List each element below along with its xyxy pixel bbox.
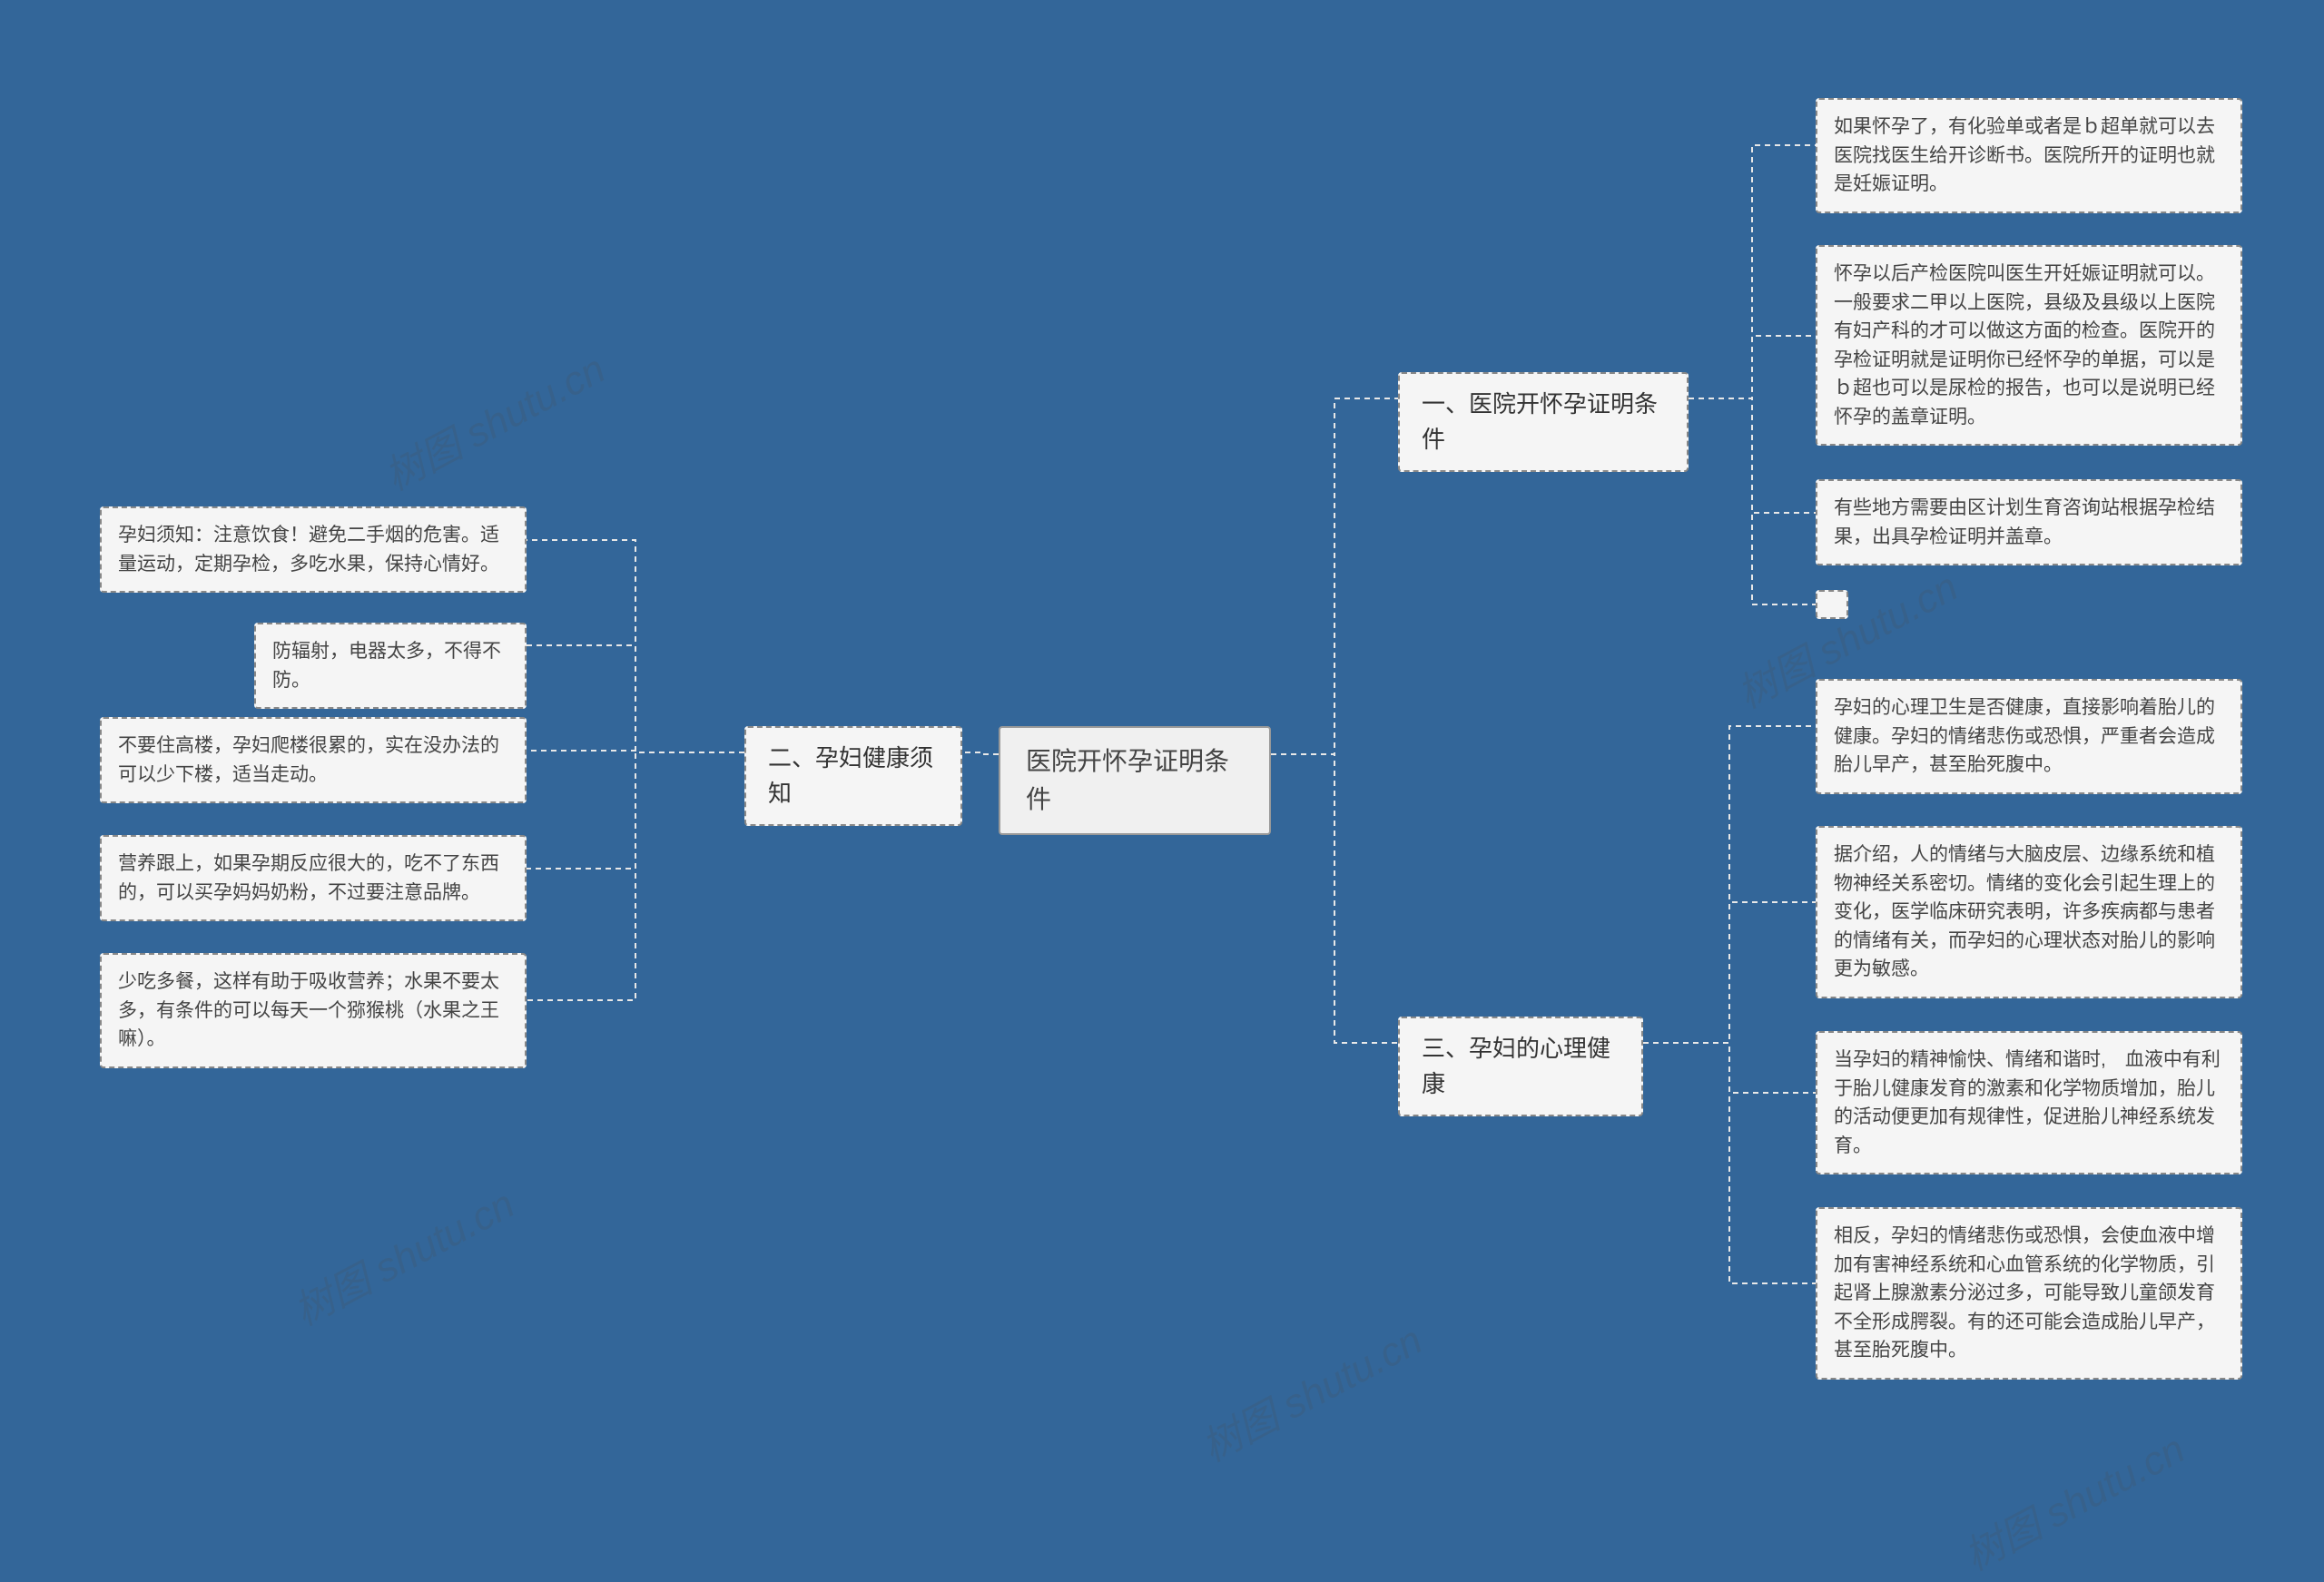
leaf-b1-2: 有些地方需要由区计划生育咨询站根据孕检结果，出具孕检证明并盖章。 (1816, 479, 2242, 565)
leaf-b3-2: 当孕妇的精神愉快、情绪和谐时, 血液中有利于胎儿健康发育的激素和化学物质增加，胎… (1816, 1031, 2242, 1174)
leaf-b3-3: 相反，孕妇的情绪悲伤或恐惧，会使血液中增加有害神经系统和心血管系统的化学物质，引… (1816, 1207, 2242, 1380)
leaf-b3-1: 据介绍，人的情绪与大脑皮层、边缘系统和植物神经关系密切。情绪的变化会引起生理上的… (1816, 826, 2242, 998)
leaf-b2-0: 孕妇须知：注意饮食！避免二手烟的危害。适量运动，定期孕检，多吃水果，保持心情好。 (100, 506, 527, 593)
watermark: 树图 shutu.cn (1953, 1417, 2193, 1582)
root-node: 医院开怀孕证明条件 (999, 726, 1271, 835)
leaf-b2-3: 营养跟上，如果孕期反应很大的，吃不了东西的，可以买孕妈妈奶粉，不过要注意品牌。 (100, 835, 527, 921)
leaf-b2-1: 防辐射，电器太多，不得不防。 (254, 623, 527, 709)
leaf-b1-1: 怀孕以后产检医院叫医生开妊娠证明就可以。一般要求二甲以上医院，县级及县级以上医院… (1816, 245, 2242, 446)
leaf-b2-2: 不要住高楼，孕妇爬楼很累的，实在没办法的可以少下楼，适当走动。 (100, 717, 527, 803)
leaf-b1-0: 如果怀孕了，有化验单或者是ｂ超单就可以去医院找医生给开诊断书。医院所开的证明也就… (1816, 98, 2242, 213)
branch-node-3: 三、孕妇的心理健康 (1398, 1017, 1643, 1116)
watermark: 树图 shutu.cn (1190, 1308, 1431, 1473)
leaf-b3-0: 孕妇的心理卫生是否健康，直接影响着胎儿的健康。孕妇的情绪悲伤或恐惧，严重者会造成… (1816, 679, 2242, 794)
branch-node-2: 二、孕妇健康须知 (744, 726, 962, 826)
leaf-b2-4: 少吃多餐，这样有助于吸收营养；水果不要太多，有条件的可以每天一个猕猴桃（水果之王… (100, 953, 527, 1068)
branch-node-1: 一、医院开怀孕证明条件 (1398, 372, 1689, 472)
watermark: 树图 shutu.cn (282, 1172, 523, 1337)
watermark: 树图 shutu.cn (373, 337, 614, 502)
leaf-b1-3 (1816, 590, 1848, 619)
